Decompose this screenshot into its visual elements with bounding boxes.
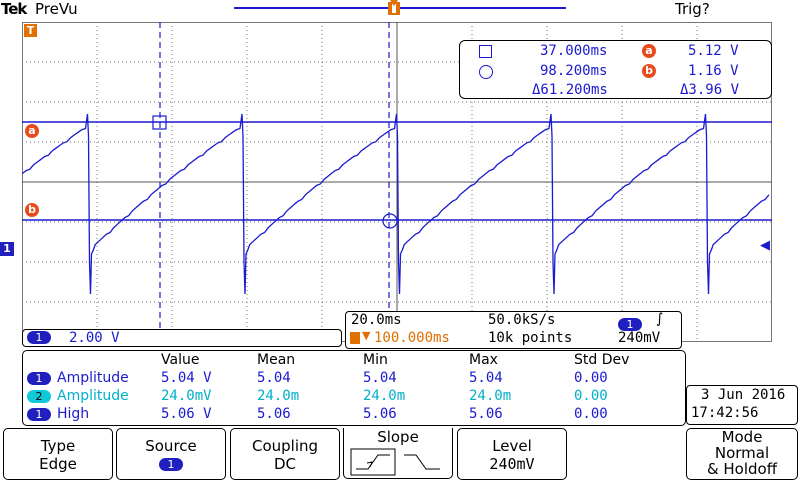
measurement-std: 0.00	[574, 388, 608, 404]
measurements-panel: Value Mean Min Max Std Dev 1 Amplitude 5…	[22, 350, 686, 426]
cursor-a-time: 37.000ms	[540, 43, 608, 59]
mode-title: Mode	[721, 428, 763, 446]
col-mean: Mean	[257, 352, 296, 368]
measurement-value: 5.04 V	[161, 370, 212, 386]
center-crosshair	[22, 22, 772, 342]
measurement-mean: 5.06	[257, 406, 291, 422]
trigger-level-marker[interactable]: T	[24, 24, 37, 37]
cursor-a-intersection	[152, 115, 167, 130]
measurement-value: 24.0mV	[161, 388, 212, 404]
measurement-min: 24.0m	[363, 388, 406, 404]
type-title: Type	[40, 437, 76, 455]
measurement-name: Amplitude	[57, 370, 129, 386]
date-time: 3 Jun 2016 17:42:56	[686, 385, 798, 425]
mode-button[interactable]: Mode Normal & Holdoff	[686, 428, 798, 480]
cursor-b-badge: b	[642, 64, 656, 78]
level-title: Level	[492, 437, 532, 455]
cursor-a-badge: a	[642, 44, 656, 58]
col-max: Max	[469, 352, 498, 368]
type-button[interactable]: Type Edge	[3, 428, 113, 480]
col-min: Min	[363, 352, 388, 368]
volts-per-div: 2.00 V	[69, 330, 120, 346]
record-length: 10k points	[488, 330, 573, 346]
cursor-b-marker[interactable]: b	[25, 203, 39, 217]
channel-badge: 1	[27, 408, 51, 421]
acquisition-readout: 20.0ms 50.0kS/s 1 ∫ ▼ 100.000ms 10k poin…	[345, 311, 682, 349]
trigger-status: Trig?	[675, 0, 710, 18]
mode-value: Normal	[714, 444, 770, 462]
level-button[interactable]: Level 240mV	[457, 428, 567, 480]
slope-options	[350, 448, 440, 476]
channel-badge: 2	[27, 390, 51, 403]
delta-time: Δ61.200ms	[532, 82, 608, 98]
mode-value-holdoff: & Holdoff	[706, 460, 778, 478]
measurement-max: 24.0m	[469, 388, 512, 404]
trigger-position-icon	[350, 332, 360, 344]
coupling-button[interactable]: Coupling DC	[230, 428, 340, 480]
channel1-scale[interactable]: 1 2.00 V	[22, 329, 342, 347]
arrow-icon: ▼	[362, 329, 371, 342]
measurement-mean: 24.0m	[257, 388, 300, 404]
channel1-badge: 1	[27, 331, 51, 344]
measurement-mean: 5.04	[257, 370, 291, 386]
coupling-value: DC	[273, 455, 297, 473]
falling-slope-icon[interactable]	[404, 454, 440, 470]
measurement-value: 5.06 V	[161, 406, 212, 422]
brand-logo: Tek	[1, 0, 27, 18]
record-position-indicator	[234, 0, 566, 15]
channel1-ground-marker[interactable]: 1	[0, 242, 14, 256]
coupling-title: Coupling	[251, 437, 319, 455]
table-row[interactable]: 1 High 5.06 V 5.06 5.06 5.06 0.00	[23, 406, 685, 424]
acquisition-mode: PreVu	[35, 0, 78, 18]
cursor-a-marker[interactable]: a	[25, 124, 39, 138]
level-value: 240mV	[489, 455, 535, 473]
trigger-level-arrow-icon: ◀	[760, 238, 770, 253]
cursor-b-time: 98.200ms	[540, 63, 608, 79]
trigger-position: 100.000ms	[374, 330, 450, 346]
source-button[interactable]: Source 1	[116, 428, 226, 480]
measurement-name: High	[57, 406, 90, 422]
rising-slope-icon[interactable]	[350, 448, 396, 476]
cursor-a-voltage: 5.12 V	[688, 43, 739, 59]
col-std-dev: Std Dev	[574, 352, 630, 368]
circle-cursor-icon	[479, 65, 493, 79]
measurement-max: 5.06	[469, 406, 503, 422]
table-row[interactable]: 2 Amplitude 24.0mV 24.0m 24.0m 24.0m 0.0…	[23, 388, 685, 406]
trigger-channel-badge: 1	[618, 314, 642, 333]
measurement-name: Amplitude	[57, 388, 129, 404]
col-value: Value	[161, 352, 200, 368]
table-row[interactable]: 1 Amplitude 5.04 V 5.04 5.04 5.04 0.00	[23, 370, 685, 388]
sample-rate: 50.0kS/s	[488, 312, 556, 328]
slope-button[interactable]: Slope	[343, 428, 453, 479]
delta-voltage: Δ3.96 V	[680, 82, 740, 98]
rising-edge-icon: ∫	[656, 311, 664, 327]
date: 3 Jun 2016	[701, 387, 786, 403]
cursor-b-intersection	[382, 213, 398, 229]
source-title: Source	[145, 437, 197, 455]
timebase: 20.0ms	[351, 312, 402, 328]
cursor-readout: 37.000ms 98.200ms Δ61.200ms a b 5.12 V 1…	[459, 40, 772, 99]
square-cursor-icon	[479, 45, 492, 58]
measurement-std: 0.00	[574, 370, 608, 386]
status-bar: Tek PreVu Trig?	[0, 0, 800, 20]
slope-title: Slope	[377, 428, 419, 446]
measurement-min: 5.06	[363, 406, 397, 422]
source-value: 1	[117, 455, 225, 473]
type-value: Edge	[39, 455, 77, 473]
cursor-b-voltage: 1.16 V	[688, 63, 739, 79]
channel-badge: 1	[27, 372, 51, 385]
measurement-max: 5.04	[469, 370, 503, 386]
trigger-level: 240mV	[618, 330, 661, 346]
channel1-waveform	[22, 113, 770, 295]
time: 17:42:56	[691, 405, 759, 421]
measurement-std: 0.00	[574, 406, 608, 422]
measurement-min: 5.04	[363, 370, 397, 386]
